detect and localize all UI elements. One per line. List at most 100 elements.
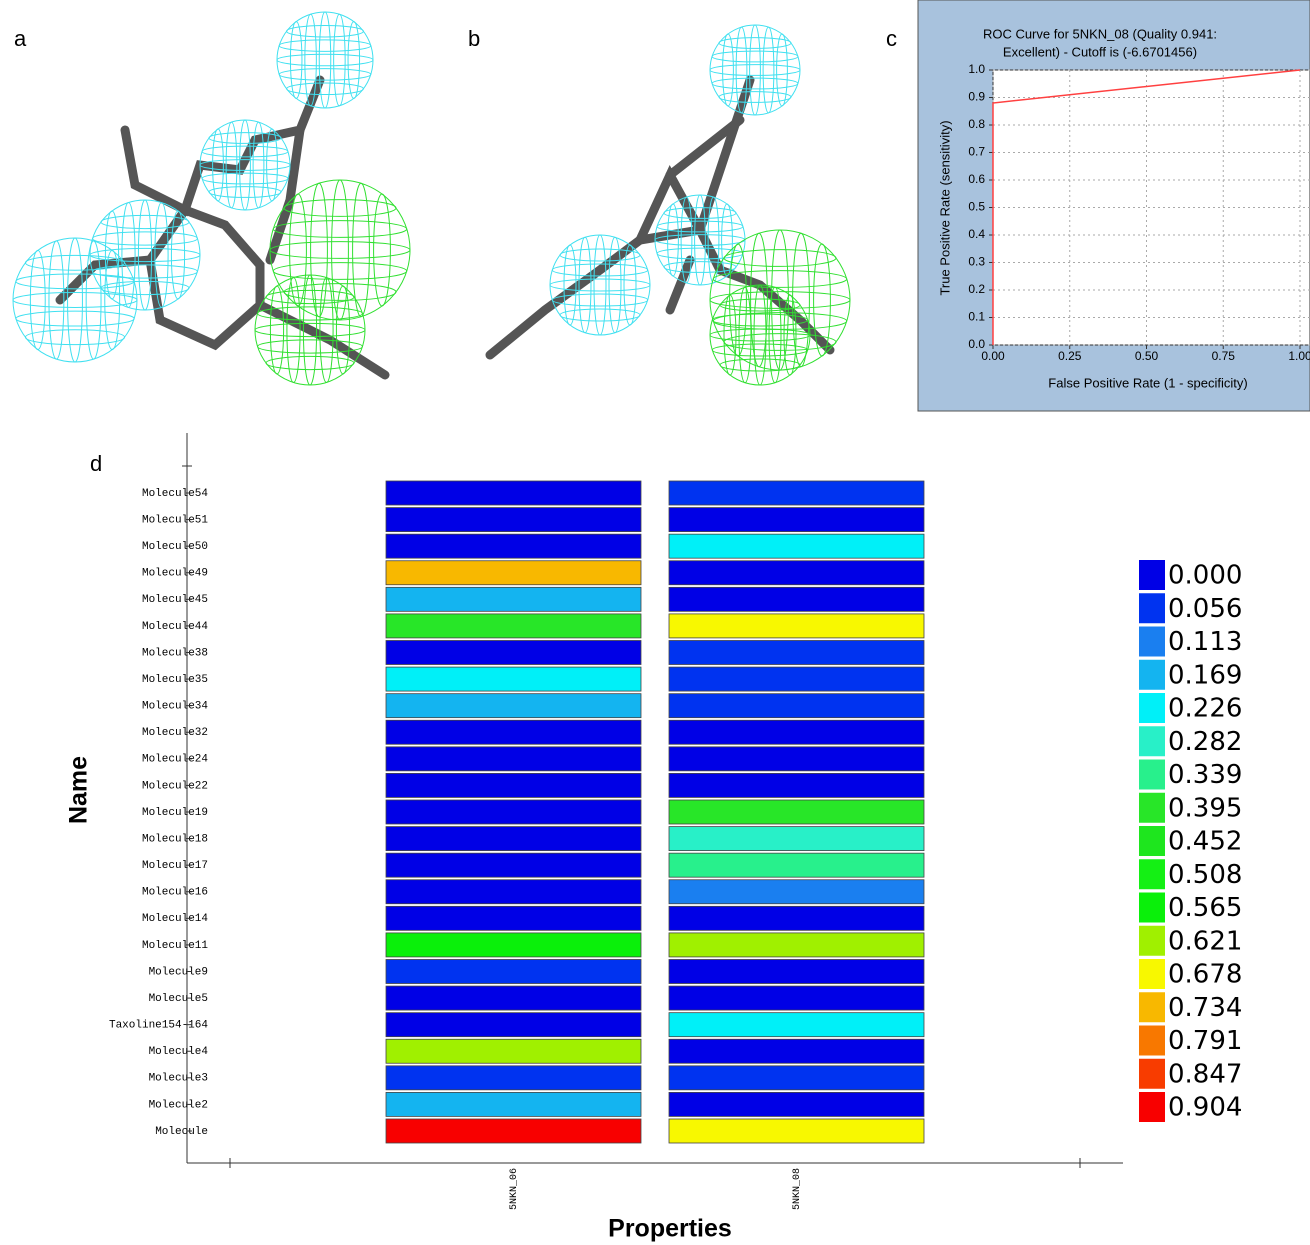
y-tick-label: Molecule51 (142, 514, 208, 526)
heatmap-cell (386, 933, 641, 957)
heatmap-cell (669, 880, 924, 904)
y-tick-label: Molecule4 (149, 1046, 209, 1058)
legend-label: 0.847 (1168, 1059, 1242, 1089)
legend-label: 0.621 (1168, 926, 1242, 956)
y-tick-label: Molecule35 (142, 674, 208, 686)
molecule-images (13, 12, 850, 385)
pharmacophore-sphere (710, 25, 800, 115)
pharmacophore-sphere (710, 285, 810, 385)
pharmacophore-sphere (550, 235, 650, 335)
sphere-wire (122, 203, 135, 308)
heatmap-cell (669, 1066, 924, 1090)
legend-label: 0.565 (1168, 893, 1242, 923)
heatmap-cell (669, 561, 924, 585)
sphere-wire (273, 221, 407, 238)
heatmap-cell (669, 1119, 924, 1143)
legend-label: 0.169 (1168, 660, 1242, 690)
legend-swatch (1139, 660, 1165, 690)
sphere-wire (657, 248, 743, 259)
y-tick-label: Molecule54 (142, 488, 208, 500)
sphere-outline (550, 235, 650, 335)
legend-swatch (1139, 959, 1165, 989)
heatmap-cell (669, 933, 924, 957)
y-tick-label: Molecule32 (142, 727, 208, 739)
heatmap-cell (669, 587, 924, 611)
legend-label: 0.791 (1168, 1026, 1242, 1056)
x-tick-label: 0.50 (1135, 349, 1159, 363)
legend-label: 0.339 (1168, 760, 1242, 790)
panel-label: c (886, 26, 897, 51)
legend-swatch (1139, 992, 1165, 1022)
y-tick-label: Molecule3 (149, 1073, 208, 1085)
heatmap-cell (669, 986, 924, 1010)
legend-swatch (1139, 1092, 1165, 1122)
sphere-wire (311, 183, 328, 317)
sphere-wire (273, 263, 407, 280)
sphere-wire (101, 281, 189, 294)
heatmap-cell (386, 561, 641, 585)
sphere-wire (594, 235, 606, 335)
legend-label: 0.508 (1168, 860, 1242, 890)
sphere-wire (202, 173, 288, 184)
sphere-wire (336, 286, 349, 374)
heatmap-cell (386, 880, 641, 904)
sphere-wire (266, 356, 354, 369)
heatmap-cell (669, 1039, 924, 1063)
sphere-wire (320, 278, 333, 383)
heatmap-cell (669, 1092, 924, 1116)
y-tick-label: Molecule18 (142, 833, 208, 845)
sphere-wire (552, 294, 647, 306)
sphere-wire (710, 329, 810, 341)
sphere-wire (624, 245, 636, 325)
sphere-wire (609, 237, 621, 332)
heatmap-cell (669, 1013, 924, 1037)
heatmap-cell (386, 614, 641, 638)
y-tick-label: 0.5 (968, 200, 985, 214)
y-tick-label: Molecule44 (142, 621, 208, 633)
heatmap-cell (669, 508, 924, 532)
heatmap-cell (386, 1013, 641, 1037)
sphere-wire (777, 34, 788, 106)
heatmap-cell (669, 614, 924, 638)
x-tick-label: 1.00 (1288, 349, 1310, 363)
y-tick-label: Molecule (155, 1126, 208, 1138)
y-tick-label: 0.2 (968, 282, 985, 296)
y-tick-label: 0.1 (968, 310, 985, 324)
sphere-wire (93, 265, 198, 278)
sphere-wire (287, 25, 364, 37)
sphere-wire (374, 194, 391, 306)
sphere-wire (279, 40, 371, 52)
legend-label: 0.000 (1168, 561, 1242, 591)
y-axis-label: Name (65, 756, 93, 824)
x-axis-label: False Positive Rate (1 - specificity) (1048, 375, 1247, 390)
legend-swatch (1139, 593, 1165, 623)
legend-swatch (1139, 1026, 1165, 1056)
sphere-wire (348, 22, 360, 99)
y-tick-label: Molecule49 (142, 568, 208, 580)
sphere-wire (754, 285, 766, 385)
heatmap-cell (386, 641, 641, 665)
y-tick-label: 0.8 (968, 117, 985, 131)
heatmap-cell (669, 773, 924, 797)
sphere-wire (550, 279, 650, 291)
legend-swatch (1139, 760, 1165, 790)
sphere-wire (319, 12, 331, 108)
y-tick-label: Molecule5 (149, 993, 208, 1005)
heatmap-cell (386, 694, 641, 718)
sphere-wire (751, 233, 768, 367)
sphere-wire (279, 69, 371, 81)
heatmap-cell (669, 827, 924, 851)
heatmap-cell (386, 906, 641, 930)
heatmap-cell (386, 481, 641, 505)
panel-label: b (468, 26, 480, 51)
sphere-wire (720, 359, 800, 371)
sphere-wire (287, 83, 364, 95)
y-tick-label: 0.9 (968, 90, 985, 104)
heatmap-cell (669, 534, 924, 558)
legend-label: 0.678 (1168, 960, 1242, 990)
legend-swatch (1139, 560, 1165, 590)
x-axis-label: Properties (608, 1215, 732, 1243)
legend-label: 0.904 (1168, 1093, 1242, 1123)
sphere-wire (16, 311, 134, 326)
sphere-wire (560, 309, 640, 321)
